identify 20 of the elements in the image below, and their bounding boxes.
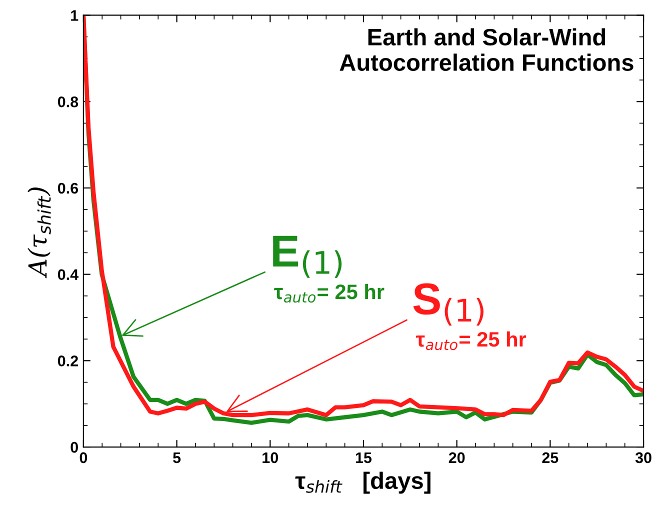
annotation: E$_{(1)}$ [273, 236, 342, 278]
annotation: S$_{(1)}$ [413, 283, 484, 326]
y-tick-label: 0.8 [58, 96, 78, 108]
y-tick-label: 0.2 [58, 356, 78, 366]
x-tick-label: 25 [542, 452, 558, 464]
x-tick-label: 5 [173, 452, 181, 464]
y-tick-label: 0 [70, 442, 78, 453]
y-tick-label: 0.6 [58, 182, 78, 194]
x-tick-label: 30 [635, 452, 652, 464]
text: Earth and Solar-Wind Autocorrelation Functions [340, 28, 634, 71]
y-tick-label: 1 [71, 10, 78, 21]
y-axis-title: A(τ$_{shift}$) [28, 188, 51, 278]
x-tick-label: 10 [262, 452, 278, 464]
text: τ$_{shift}$ [days] [295, 472, 430, 494]
x-tick-label: 0 [80, 452, 88, 464]
x-tick-label: 15 [356, 452, 372, 464]
x-tick-label: 20 [448, 452, 465, 464]
annotation: τ$_{auto}$= 25 hr [274, 284, 384, 303]
annotation: τ$_{auto}$= 25 hr [416, 331, 526, 350]
y-tick-label: 0.4 [58, 269, 79, 280]
